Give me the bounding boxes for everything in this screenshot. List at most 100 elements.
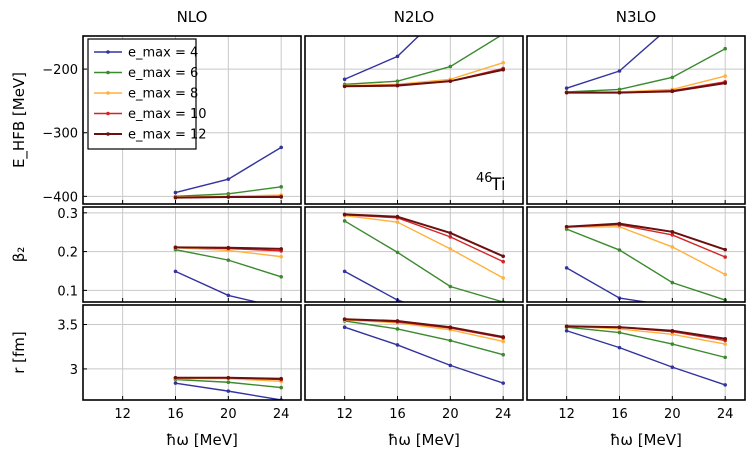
data-point <box>448 363 453 368</box>
data-point <box>670 233 675 237</box>
series-line-emax-12 <box>344 213 504 258</box>
series-line-emax-6 <box>566 228 726 301</box>
data-point <box>448 231 453 235</box>
legend-marker <box>106 91 110 95</box>
panel-r1-c2 <box>526 206 746 303</box>
series-group <box>564 221 727 302</box>
legend-entry-emax-6: e_max = 6 <box>128 66 198 81</box>
panel-r0-c1 <box>304 35 524 205</box>
column-title-nlo: NLO <box>177 8 208 26</box>
data-point <box>670 328 675 333</box>
data-point <box>501 259 505 264</box>
data-point <box>395 79 400 83</box>
y-axis-label-energy: E_HFB [MeV] <box>10 72 29 168</box>
y-axis-label-radius: r [fm] <box>10 331 28 374</box>
x-axis-label: ħω [MeV] <box>388 431 460 449</box>
column-title-n2lo: N2LO <box>394 8 434 26</box>
data-point <box>564 324 569 329</box>
data-point <box>448 247 453 251</box>
panel-frame <box>526 35 746 205</box>
series-line-emax-12 <box>344 68 504 88</box>
data-point <box>226 195 231 199</box>
data-point <box>342 317 347 322</box>
data-point <box>342 84 347 89</box>
series-line-emax-8 <box>566 226 726 276</box>
data-point <box>671 23 675 27</box>
data-point <box>670 230 675 234</box>
panel-frame <box>526 206 746 303</box>
data-point <box>501 339 505 344</box>
isotope-mass-number: 46 <box>476 171 493 186</box>
series-group <box>342 36 505 89</box>
series-group <box>342 317 505 385</box>
data-point <box>670 332 675 337</box>
data-point <box>723 355 727 360</box>
data-point <box>617 69 622 73</box>
data-point <box>279 247 283 251</box>
data-point <box>501 381 505 385</box>
series-line-emax-8 <box>344 214 504 279</box>
x-tick-label: 20 <box>442 407 459 422</box>
panel-r2-c2 <box>526 304 746 401</box>
data-point <box>670 280 675 285</box>
series-group <box>564 23 727 95</box>
y-tick-label: 3 <box>70 363 78 378</box>
x-tick-label: 24 <box>273 407 290 422</box>
y-axis-label-beta2: β₂ <box>10 247 28 263</box>
isotope-symbol: Ti <box>490 175 506 195</box>
legend-marker <box>106 50 110 54</box>
data-point <box>395 214 400 219</box>
data-point <box>617 325 622 329</box>
legend: e_max = 4 e_max = 6 e_max = 8 e_max = 10 e_m… <box>87 38 207 150</box>
x-tick-label: 20 <box>220 407 237 422</box>
data-point <box>395 327 400 331</box>
y-tick-label: 0.2 <box>57 246 78 261</box>
legend-entry-emax-4: e_max = 4 <box>128 46 198 61</box>
data-point <box>564 224 569 229</box>
data-point <box>226 177 231 181</box>
y-tick-label: 0.3 <box>57 207 78 222</box>
data-point <box>173 381 178 385</box>
data-point <box>342 77 347 82</box>
data-point <box>448 64 453 69</box>
data-point <box>670 342 675 346</box>
x-tick-label: 16 <box>167 407 184 422</box>
panel-frame <box>82 206 302 303</box>
legend-entry-emax-8: e_max = 8 <box>128 87 198 102</box>
panel-frame <box>526 304 746 401</box>
series-group <box>173 245 283 302</box>
panel-frame <box>304 304 524 401</box>
series-line-emax-6 <box>344 36 502 86</box>
series-line-emax-12 <box>344 318 504 338</box>
y-tick-label: −400 <box>42 190 78 205</box>
data-point <box>279 274 283 279</box>
data-point <box>226 389 231 393</box>
data-point <box>173 269 178 274</box>
panel-frame <box>304 35 524 205</box>
x-tick-label: 12 <box>336 407 353 422</box>
data-point <box>226 293 231 298</box>
data-point <box>617 330 622 335</box>
legend-marker <box>106 111 110 116</box>
data-point <box>501 60 505 65</box>
series-line-emax-12 <box>566 82 726 94</box>
panel-r1-c0: 0.1 0.2 0.3 <box>57 206 302 303</box>
series-line-emax-6 <box>344 220 504 302</box>
data-point <box>670 245 675 249</box>
data-point <box>723 336 727 341</box>
data-point <box>617 90 622 95</box>
column-title-n3lo: N3LO <box>616 8 656 26</box>
data-point <box>670 75 675 80</box>
data-point <box>448 284 453 289</box>
data-point <box>448 235 453 239</box>
data-point <box>501 352 505 357</box>
data-point <box>448 338 453 343</box>
series-line-emax-12 <box>566 222 726 251</box>
data-point <box>723 247 727 252</box>
panel-frame <box>304 206 524 303</box>
data-point <box>279 254 283 259</box>
series-group <box>342 212 505 302</box>
data-point <box>564 90 569 95</box>
data-point <box>448 325 453 329</box>
